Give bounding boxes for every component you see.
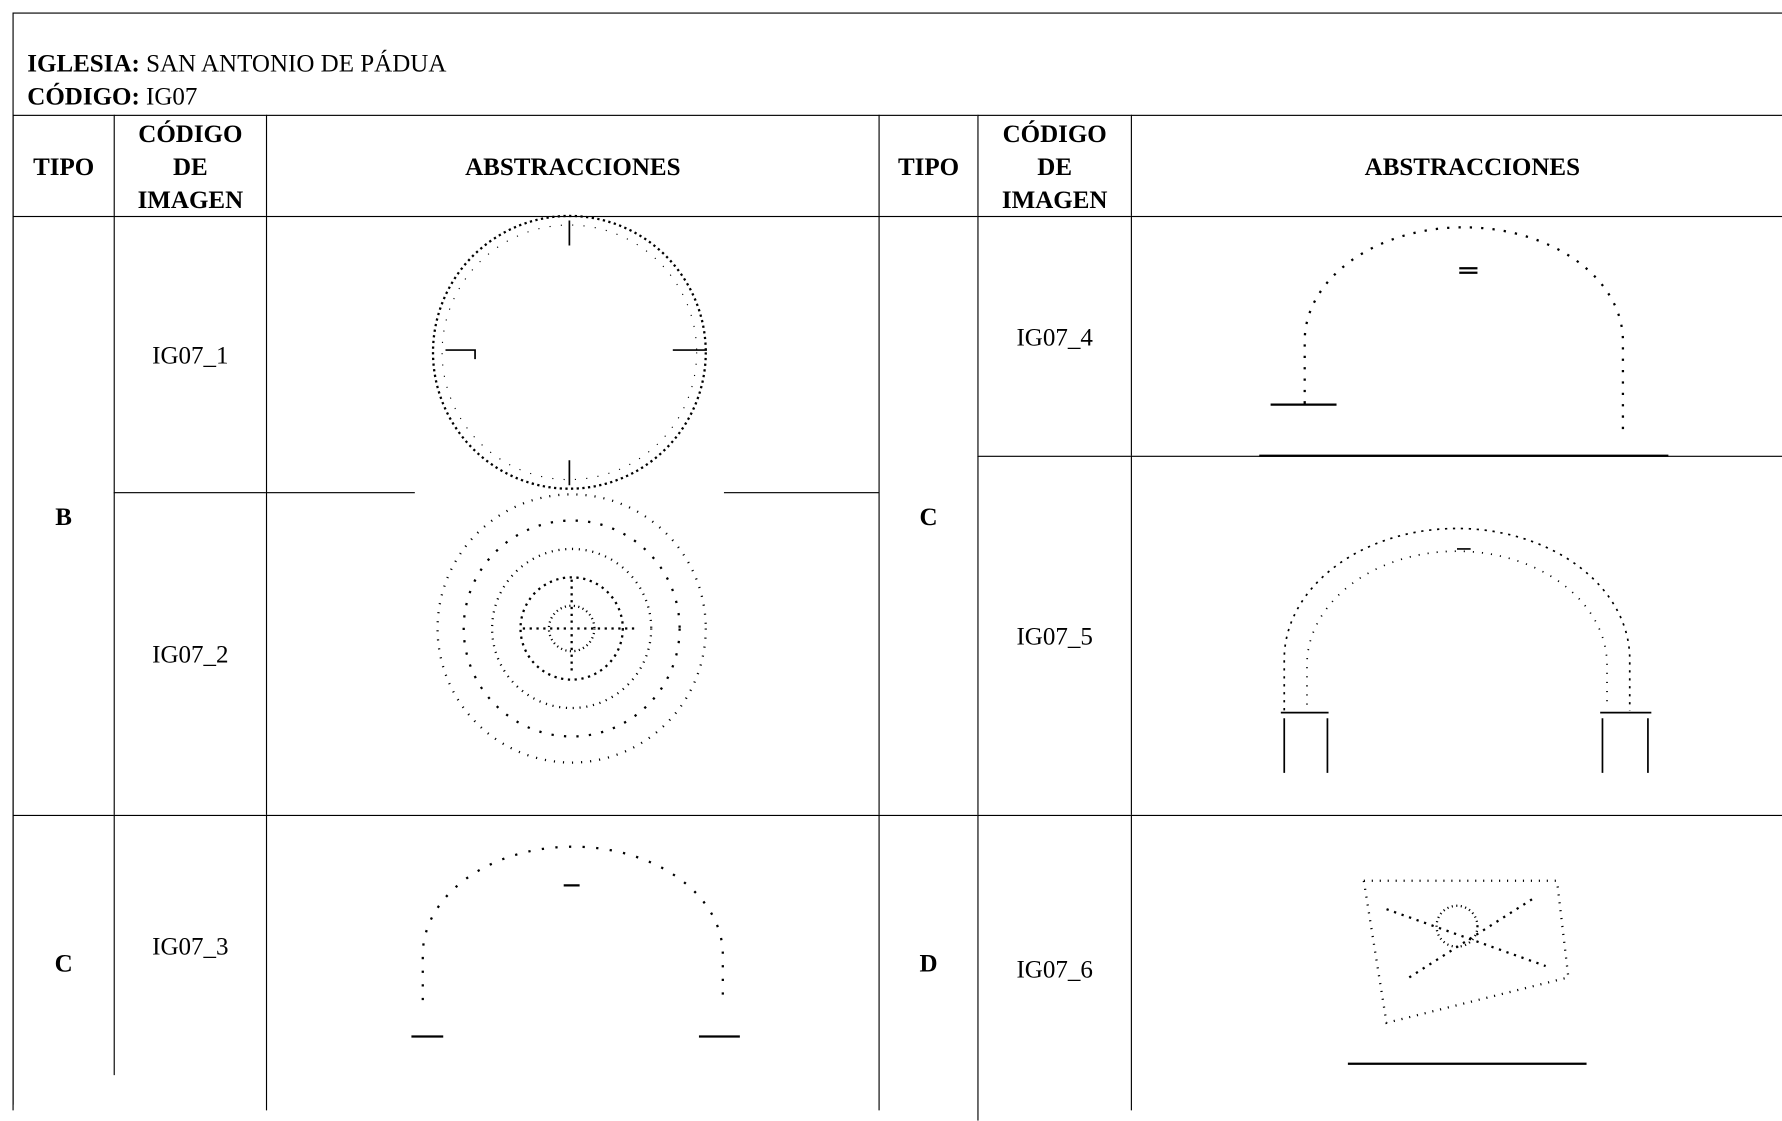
header-cell: ABSTRACCIONES — [265, 114, 879, 216]
image-cell — [265, 814, 879, 1111]
abstraction-ig07-6 — [1347, 879, 1587, 1065]
abstraction-ig07-2 — [436, 493, 707, 764]
page: IGLESIA: SAN ANTONIO DE PÁDUA CÓDIGO: IG… — [12, 12, 1782, 1121]
type-cell: C — [878, 215, 978, 815]
abstractions — [411, 214, 1669, 1065]
church-label: IGLESIA: — [27, 48, 140, 78]
code-cell: IG07_5 — [977, 455, 1131, 815]
header-cell: TIPO — [878, 114, 978, 216]
type-cell: D — [878, 814, 978, 1111]
church-line: IGLESIA: SAN ANTONIO DE PÁDUA — [27, 48, 447, 78]
code-cell: IG07_1 — [113, 215, 266, 493]
code-value: IG07 — [146, 81, 198, 111]
code-cell: IG07_6 — [977, 814, 1131, 1121]
header-cell: ABSTRACCIONES — [1130, 114, 1782, 216]
code-cell: IG07_4 — [977, 215, 1131, 456]
header-cell: TIPO — [12, 114, 114, 216]
code-cell: IG07_3 — [113, 814, 266, 1076]
header-cell: CÓDIGO DE IMAGEN — [977, 114, 1131, 216]
document: IGLESIA: SAN ANTONIO DE PÁDUA CÓDIGO: IG… — [12, 12, 1782, 1121]
header-cell: CÓDIGO DE IMAGEN — [113, 114, 266, 216]
abstraction-ig07-5 — [1280, 527, 1652, 773]
church-name: SAN ANTONIO DE PÁDUA — [146, 48, 447, 78]
image-cell — [265, 215, 879, 493]
abstraction-ig07-3 — [411, 845, 740, 1038]
abstraction-ig07-1 — [414, 214, 724, 498]
image-cell — [1130, 215, 1782, 456]
code-cell: IG07_2 — [113, 492, 266, 815]
type-cell: C — [12, 814, 114, 1111]
type-cell: B — [12, 215, 114, 815]
abstraction-ig07-4 — [1259, 226, 1669, 457]
code-line: CÓDIGO: IG07 — [27, 81, 198, 111]
code-label: CÓDIGO: — [27, 81, 140, 111]
image-cell — [1130, 814, 1782, 1111]
